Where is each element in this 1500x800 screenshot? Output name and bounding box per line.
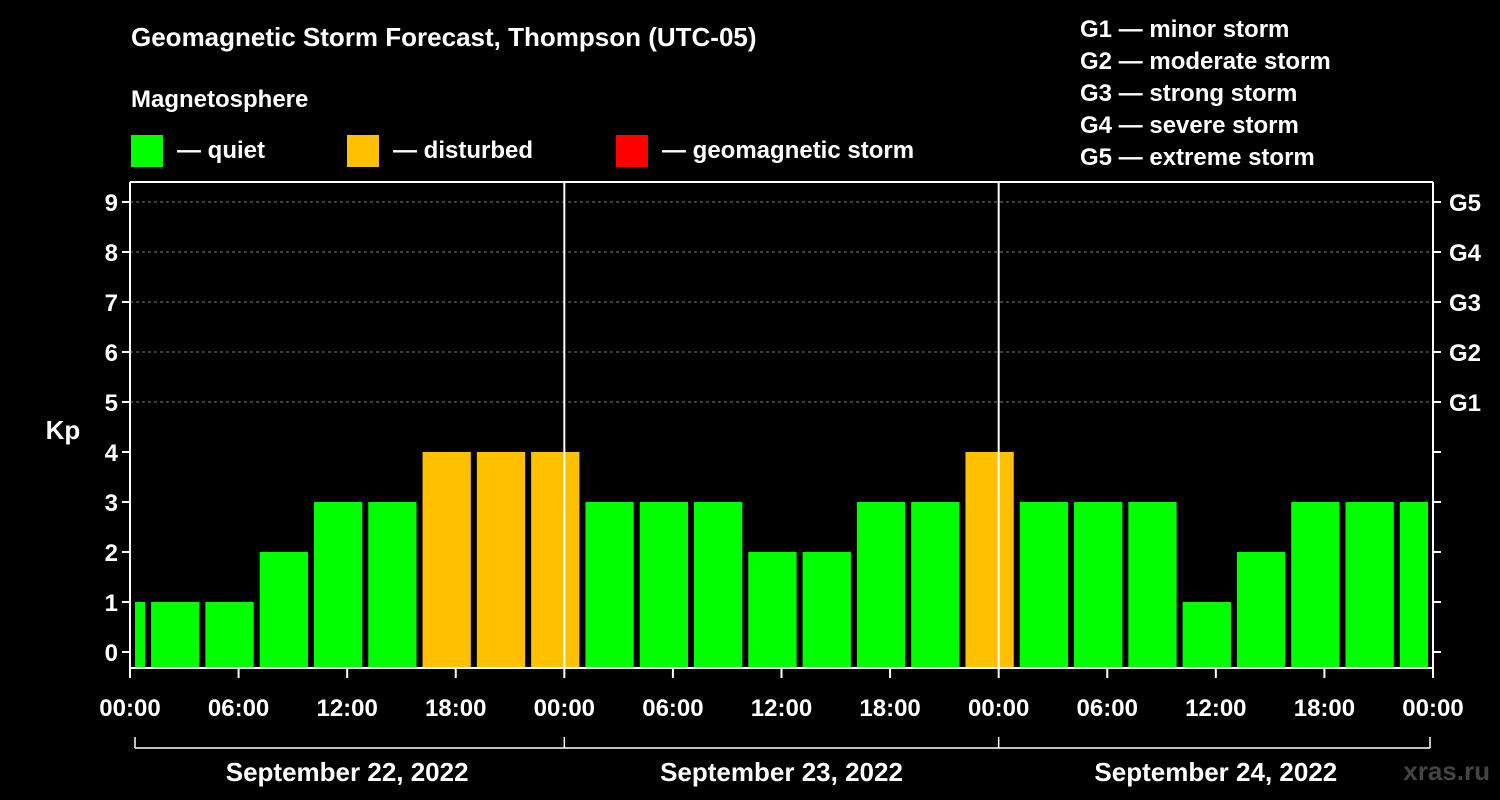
- kp-bar: [1074, 502, 1123, 668]
- g-level-label: G2: [1449, 340, 1481, 367]
- watermark: xras.ru: [1403, 756, 1490, 786]
- legend-swatch-storm: [616, 135, 648, 167]
- y-tick-label: 8: [105, 240, 118, 267]
- x-tick-label: 00:00: [968, 695, 1029, 722]
- g-level-label: G5: [1449, 190, 1481, 217]
- x-tick-label: 00:00: [99, 695, 160, 722]
- legend-disturbed: — disturbed: [347, 135, 533, 167]
- x-tick-label: 06:00: [642, 695, 703, 722]
- y-tick-label: 4: [105, 440, 119, 467]
- storm-level-legend: G1 — minor storm G2 — moderate storm G3 …: [1080, 14, 1331, 174]
- kp-bar: [639, 502, 689, 668]
- y-tick-label: 0: [105, 640, 118, 667]
- legend-label-disturbed: — disturbed: [393, 137, 534, 164]
- kp-bar: [1182, 602, 1231, 668]
- chart-title: Geomagnetic Storm Forecast, Thompson (UT…: [131, 22, 757, 52]
- x-tick-label: 12:00: [316, 695, 377, 722]
- kp-bar: [585, 502, 634, 668]
- storm-level-g2: G2 — moderate storm: [1080, 48, 1331, 75]
- legend-label-storm: — geomagnetic storm: [662, 137, 915, 164]
- kp-bar: [313, 502, 363, 668]
- x-tick-label: 18:00: [425, 695, 486, 722]
- g-level-label: G1: [1449, 390, 1481, 417]
- g-level-label: G4: [1449, 240, 1482, 267]
- y-tick-label: 2: [105, 540, 118, 567]
- g-level-label: G3: [1449, 290, 1481, 317]
- legend-quiet: — quiet: [131, 135, 265, 167]
- date-label: September 23, 2022: [660, 757, 903, 787]
- y-tick-label: 9: [105, 190, 118, 217]
- legend-swatch-quiet: [131, 135, 163, 167]
- kp-bar: [694, 502, 743, 668]
- y-tick-label: 1: [105, 590, 118, 617]
- legend-storm: — geomagnetic storm: [616, 135, 914, 167]
- kp-bar: [368, 502, 417, 668]
- chart-subtitle: Magnetosphere: [131, 86, 309, 113]
- kp-bar: [1128, 502, 1177, 668]
- kp-bar: [965, 452, 1014, 668]
- kp-bar: [1291, 502, 1340, 668]
- x-tick-label: 12:00: [751, 695, 812, 722]
- x-tick-label: 06:00: [1077, 695, 1138, 722]
- storm-level-g3: G3 — strong storm: [1080, 80, 1298, 107]
- kp-bar: [1236, 552, 1286, 668]
- legend-label-quiet: — quiet: [177, 137, 265, 164]
- kp-bar: [856, 502, 906, 668]
- storm-level-g1: G1 — minor storm: [1080, 16, 1290, 43]
- kp-bar: [531, 452, 580, 668]
- storm-level-g4: G4 — severe storm: [1080, 112, 1299, 139]
- date-label: September 24, 2022: [1094, 757, 1337, 787]
- kp-bar: [911, 502, 960, 668]
- kp-bar: [748, 552, 797, 668]
- y-tick-label: 3: [105, 490, 118, 517]
- kp-bar: [205, 602, 254, 668]
- x-tick-label: 18:00: [1294, 695, 1355, 722]
- storm-level-g5: G5 — extreme storm: [1080, 144, 1315, 171]
- x-tick-label: 00:00: [534, 695, 595, 722]
- x-tick-label: 12:00: [1185, 695, 1246, 722]
- y-tick-label: 7: [105, 290, 118, 317]
- x-tick-label: 00:00: [1402, 695, 1463, 722]
- x-tick-label: 06:00: [208, 695, 269, 722]
- y-tick-label: 5: [105, 390, 118, 417]
- kp-bar: [1345, 502, 1394, 668]
- kp-bar: [422, 452, 471, 668]
- y-axis-label: Kp: [46, 415, 81, 445]
- x-tick-label: 18:00: [859, 695, 920, 722]
- kp-bar: [151, 602, 200, 668]
- date-label: September 22, 2022: [226, 757, 469, 787]
- legend-swatch-disturbed: [347, 135, 379, 167]
- kp-bar: [259, 552, 308, 668]
- kp-bar: [1399, 502, 1428, 668]
- kp-bar: [1019, 502, 1069, 668]
- y-tick-label: 6: [105, 340, 118, 367]
- kp-bar: [476, 452, 526, 668]
- kp-bar: [802, 552, 851, 668]
- kp-bar: [135, 602, 146, 668]
